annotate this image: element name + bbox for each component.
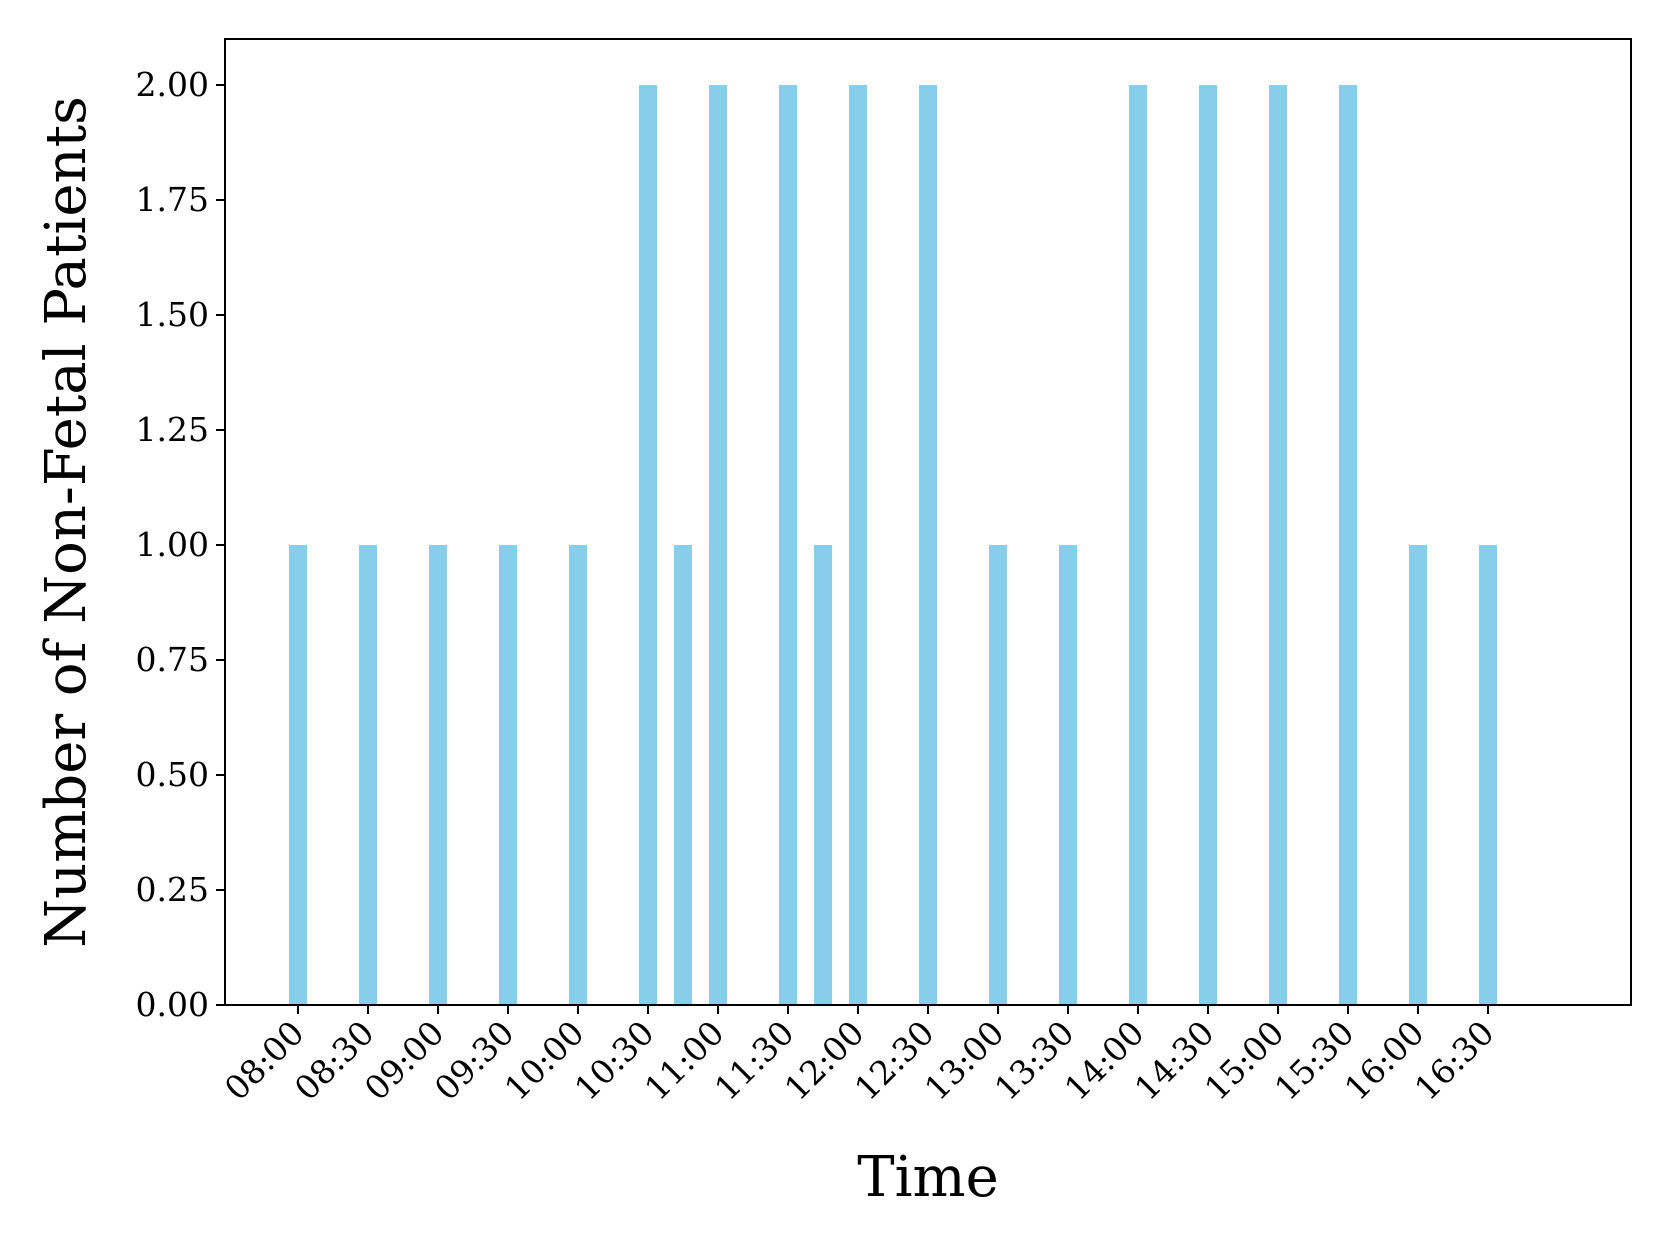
y-tick-label: 2.00 xyxy=(136,65,209,104)
bar-1130 xyxy=(779,85,797,1005)
y-tick-label: 1.75 xyxy=(136,180,209,219)
bar-1230 xyxy=(919,85,937,1005)
bar-1145 xyxy=(814,545,832,1005)
bar-0930 xyxy=(499,545,517,1005)
y-tick-label: 1.00 xyxy=(136,525,209,564)
y-tick-label: 0.50 xyxy=(136,755,209,794)
bar-1030 xyxy=(639,85,657,1005)
bar-1500 xyxy=(1269,85,1287,1005)
bar-1000 xyxy=(569,545,587,1005)
y-tick-label: 0.75 xyxy=(136,640,209,679)
bar-1100 xyxy=(709,85,727,1005)
bar-1200 xyxy=(849,85,867,1005)
plot-frame xyxy=(224,38,1632,1006)
y-axis-label: Number of Non-Fetal Patients xyxy=(34,96,99,948)
bar-0830 xyxy=(359,545,377,1005)
bar-0800 xyxy=(289,545,307,1005)
bar-1300 xyxy=(989,545,1007,1005)
y-axis-ticks: 0.00 0.25 0.50 0.75 1.00 1.25 1.50 1.75 2.00 xyxy=(136,65,225,1024)
bar-1530 xyxy=(1339,85,1357,1005)
y-tick-label: 1.25 xyxy=(136,410,209,449)
bar-1330 xyxy=(1059,545,1077,1005)
x-axis-label: Time xyxy=(857,1145,999,1210)
y-tick-label: 0.00 xyxy=(136,985,209,1024)
bar-1400 xyxy=(1129,85,1147,1005)
bar-1600 xyxy=(1409,545,1427,1005)
bar-1630 xyxy=(1479,545,1497,1005)
y-tick-label: 1.50 xyxy=(136,295,209,334)
bars-layer xyxy=(289,85,1497,1005)
bar-1430 xyxy=(1199,85,1217,1005)
y-tick-label: 0.25 xyxy=(136,870,209,909)
bar-1045 xyxy=(674,545,692,1005)
bar-0900 xyxy=(429,545,447,1005)
